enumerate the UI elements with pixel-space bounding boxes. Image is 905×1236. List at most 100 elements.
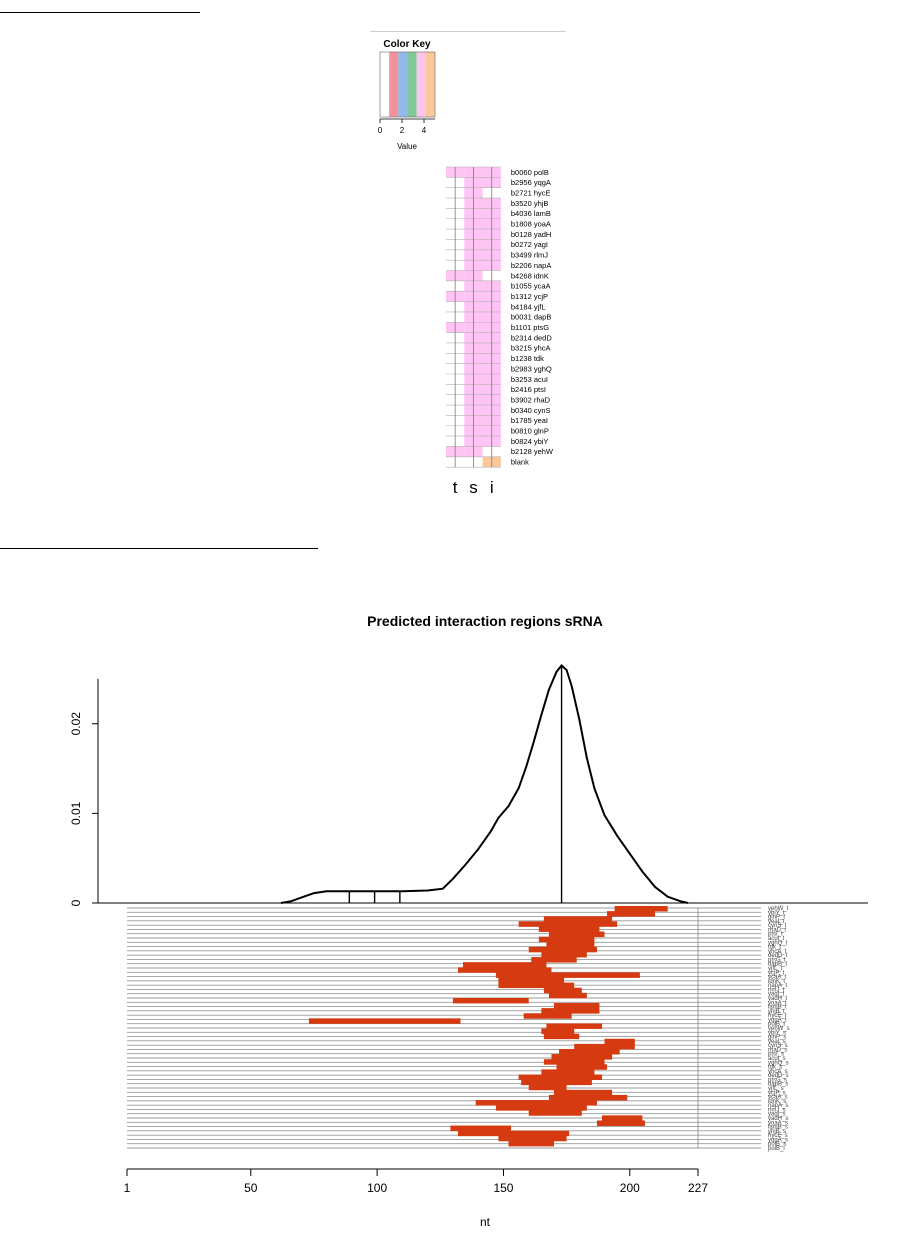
interaction-region-bar [538, 936, 595, 943]
color-key-tick-label: 2 [400, 126, 405, 135]
heatmap-row-label: b0340 cynS [511, 406, 551, 415]
track-label: yagI_s [768, 1112, 786, 1118]
track-label: polB_i [768, 1146, 785, 1152]
interaction-region-bar [495, 1105, 587, 1111]
track-label: yoaA_t [768, 1000, 787, 1006]
heatmap-row-label: b0031 dapB [511, 313, 551, 322]
interaction-region-bar [523, 1013, 572, 1019]
density-plot: 0 0.01 0.02 [69, 664, 868, 906]
track-label: yghQ_t [768, 940, 788, 946]
track-label: polB_s [768, 1142, 786, 1148]
interaction-region-bar [596, 1120, 645, 1126]
interaction-region-bar [556, 1064, 608, 1070]
track-label: ptsI_s [768, 1052, 784, 1058]
track-label: cynS_s [768, 1043, 788, 1049]
heatmap-row-label: b1808 yoaA [511, 220, 551, 229]
track-label: hycE_s [768, 1133, 788, 1139]
track-label: yqgA_s [768, 1137, 788, 1143]
track-label: acuI_s [768, 1056, 786, 1062]
x-axis-label: nt [480, 1215, 491, 1229]
heatmap-row-label: b1238 tdk [511, 354, 544, 363]
interaction-region-bar [457, 1130, 570, 1137]
track-label: lamB_t [768, 1005, 787, 1011]
interaction-region-bar [551, 1054, 613, 1060]
track-label: rlmJ_s [768, 1107, 786, 1113]
section-rule-middle [0, 548, 318, 549]
interaction-region-bar [543, 1033, 580, 1040]
interaction-region-bar [518, 1074, 602, 1081]
interaction-region-bar [498, 982, 575, 989]
track-label: yadH_s [768, 1116, 788, 1122]
heatmap-row-label: b3520 yhjB [511, 199, 549, 208]
interaction-region-bar [457, 967, 552, 973]
heatmap-row-label: b4036 lamB [511, 209, 551, 218]
heatmap-row-label: b0810 glnP [511, 427, 549, 436]
color-key-swatch [416, 52, 426, 117]
track-label: yeaI_s [768, 1039, 786, 1045]
heatmap-row-label: b4184 yjfL [511, 302, 546, 311]
track-label: hycE_t [768, 1013, 787, 1019]
track-label: ptsG_s [768, 1077, 787, 1083]
interaction-region-bar [548, 931, 605, 938]
track-label: yoaA_s [768, 1120, 788, 1126]
heatmap-row-label: blank [511, 458, 529, 467]
heatmap-row-label: b0128 yadH [511, 230, 551, 239]
color-key-swatch [380, 52, 390, 117]
track-label: rhaD_t [768, 927, 786, 933]
track-label: yhcA_s [768, 1069, 788, 1075]
interaction-region-bar [548, 1094, 628, 1101]
track-label: cynS_t [768, 923, 787, 929]
track-label: ptsI_t [768, 932, 783, 938]
heatmap-row-label: b1055 ycaA [511, 282, 551, 291]
track-label: rhaD_s [768, 1047, 787, 1053]
track-label: yhcA_t [768, 949, 787, 955]
track-label: dedD_s [768, 1073, 789, 1079]
interaction-region-bar [463, 962, 547, 968]
track-label: yhjB_t [768, 1009, 785, 1015]
heatmap-row-label: b1785 yeaI [511, 416, 548, 425]
interaction-regions-chart: Predicted interaction regions sRNA 0 0.01… [69, 613, 868, 1229]
heatmap-row-label: b0272 yagI [511, 240, 548, 249]
heatmap-column-label: s [469, 478, 478, 497]
track-label: yjfL_t [768, 966, 783, 972]
interaction-region-bar [498, 1135, 567, 1142]
track-label: yadH_t [768, 996, 787, 1002]
track-label: ptsG_t [768, 957, 786, 963]
interaction-region-bar [528, 1110, 582, 1116]
color-key-swatch [389, 52, 399, 117]
interaction-region-bar [495, 972, 640, 978]
color-key-frame [379, 51, 436, 118]
interaction-region-bar [543, 916, 613, 922]
interaction-region-bar [528, 1084, 567, 1091]
track-label: tdk_s [768, 1065, 782, 1071]
interaction-region-bar [308, 1018, 461, 1024]
interaction-region-bar [543, 1059, 605, 1065]
track-label: glnP_s [768, 1035, 786, 1041]
interaction-region-bar [553, 1003, 600, 1009]
interaction-region-bar [541, 1028, 575, 1035]
heatmap-row-label: b0060 polB [511, 168, 549, 177]
interaction-region-bar [546, 1023, 602, 1029]
interaction-region-bar [604, 1038, 635, 1045]
interaction-region-bar [538, 926, 600, 932]
interaction-region-bar [543, 987, 582, 994]
track-label: lamB_s [768, 1125, 788, 1131]
y-axis-tick-label: 0.01 [69, 801, 83, 825]
interaction-region-bar [521, 1079, 592, 1086]
track-label: dedD_t [768, 953, 788, 959]
interaction-region-bar [541, 1008, 600, 1014]
heatmap-row-label: b1312 ycjP [511, 292, 548, 301]
heatmap-row-label: b3499 rlmJ [511, 251, 548, 260]
track-label: glnP_t [768, 915, 785, 921]
track-label: yhjB_s [768, 1129, 786, 1135]
section-rule-top [0, 12, 200, 13]
heatmap-row-label: b3253 acuI [511, 375, 548, 384]
track-label: yehW_t [768, 906, 789, 912]
color-key-swatch [398, 52, 408, 117]
interaction-region-bar [541, 951, 587, 958]
color-key-swatch [425, 52, 435, 117]
track-label: tdk_t [768, 945, 781, 951]
track-label: dapB_t [768, 962, 787, 968]
